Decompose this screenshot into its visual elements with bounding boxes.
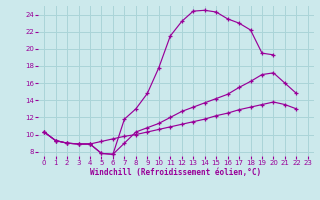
- X-axis label: Windchill (Refroidissement éolien,°C): Windchill (Refroidissement éolien,°C): [91, 168, 261, 177]
